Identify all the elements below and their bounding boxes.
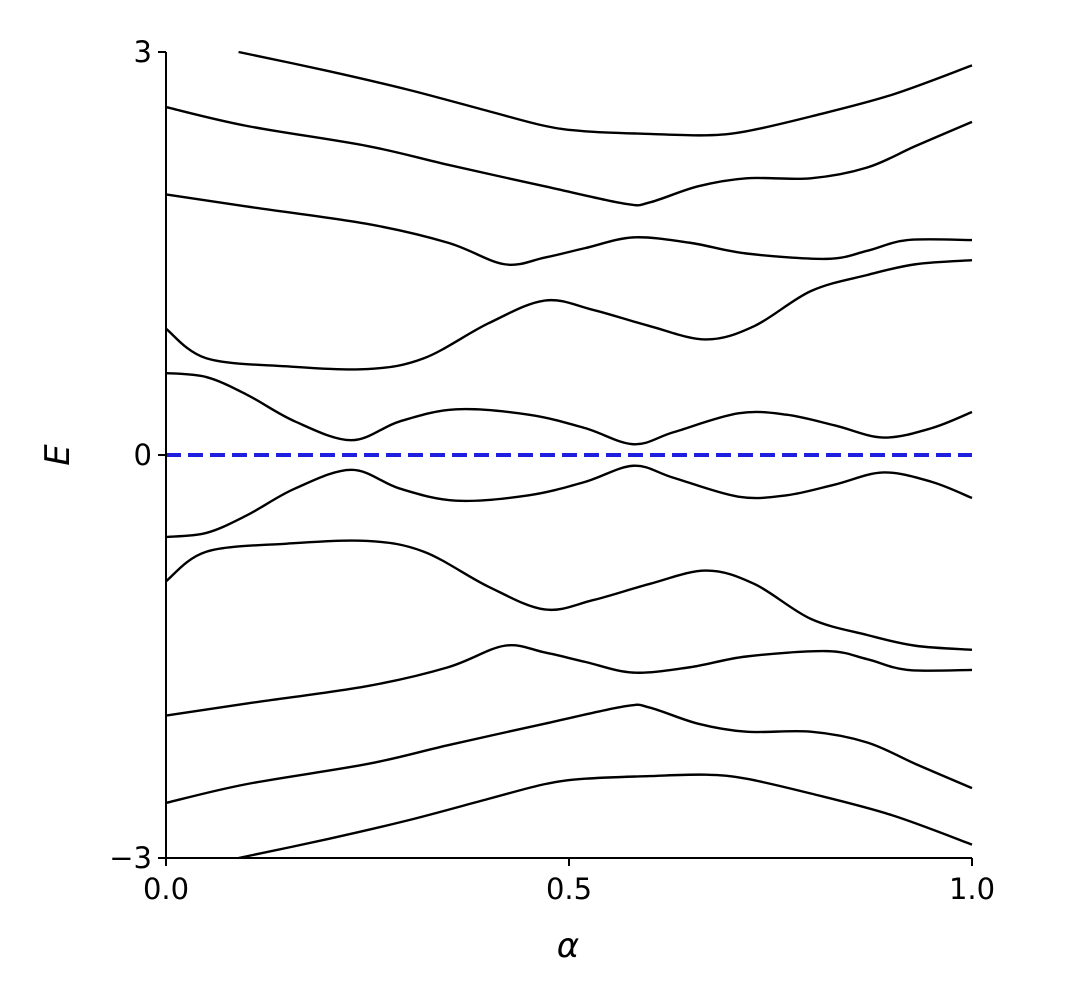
y-tick-label: 0 xyxy=(134,438,152,472)
energy-band-1 xyxy=(238,50,973,137)
energy-band-8 xyxy=(165,644,973,717)
plot-area: 0.0 0.5 1.0 −3 0 3 xyxy=(109,35,995,906)
energy-band-5 xyxy=(165,371,973,446)
energy-band-3 xyxy=(165,193,973,266)
energy-band-10 xyxy=(238,773,973,860)
energy-band-7 xyxy=(165,539,973,651)
y-tick-label: −3 xyxy=(109,841,152,875)
energy-band-9 xyxy=(165,703,973,805)
x-tick-label: 1.0 xyxy=(949,872,995,906)
energy-band-6 xyxy=(165,464,973,539)
x-axis-label: α xyxy=(557,926,579,966)
series-layer xyxy=(165,50,973,860)
y-tick-label: 3 xyxy=(134,35,152,69)
y-axis-label: E xyxy=(38,444,78,466)
x-tick-label: 0.5 xyxy=(546,872,592,906)
energy-band-4 xyxy=(165,259,973,371)
x-tick-label: 0.0 xyxy=(143,872,189,906)
tick-layer: 0.0 0.5 1.0 −3 0 3 xyxy=(109,35,995,906)
energy-band-2 xyxy=(165,105,973,207)
